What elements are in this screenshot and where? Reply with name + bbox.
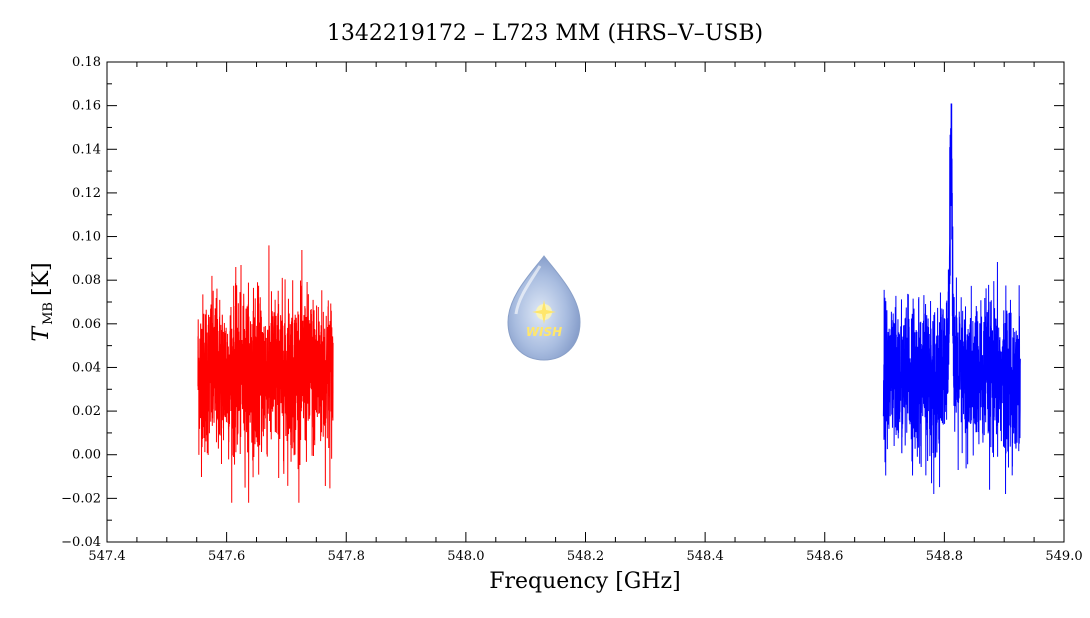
y-tick-label: 0.10 bbox=[72, 230, 101, 245]
y-tick-label: 0.02 bbox=[72, 404, 101, 419]
spectrum-series-2 bbox=[882, 103, 1021, 495]
y-axis-label-subscript: MB bbox=[41, 302, 56, 325]
wish-logo: WISH bbox=[507, 255, 581, 361]
y-tick-label: 0.14 bbox=[72, 142, 101, 157]
y-tick-label: 0.04 bbox=[72, 360, 101, 375]
wish-logo-text: WISH bbox=[526, 325, 562, 339]
y-tick-label: 0.12 bbox=[72, 186, 101, 201]
series-layer bbox=[197, 103, 1021, 503]
x-tick-label: 548.0 bbox=[447, 549, 484, 564]
x-tick-label: 548.6 bbox=[806, 549, 843, 564]
y-axis-label-symbol: T bbox=[29, 325, 54, 342]
x-tick-label: 547.6 bbox=[208, 549, 245, 564]
plot-frame bbox=[106, 61, 1065, 543]
ticks-layer: 547.4 547.6 547.8 548.0 548.2 548.4 548.6 548.8… bbox=[61, 55, 1082, 564]
x-tick-label: 548.4 bbox=[687, 549, 724, 564]
chart-title: 1342219172 – L723 MM (HRS–V–USB) bbox=[327, 21, 763, 46]
x-tick-label: 548.2 bbox=[567, 549, 604, 564]
y-tick-label: 0.08 bbox=[72, 273, 101, 288]
y-tick-label: 0.00 bbox=[72, 448, 101, 463]
svg-text:TMB[K]: TMB [K] bbox=[29, 262, 56, 341]
y-tick-label: −0.04 bbox=[61, 535, 101, 550]
x-axis-label: Frequency [GHz] bbox=[489, 569, 681, 594]
x-tick-label: 548.8 bbox=[926, 549, 963, 564]
y-axis-label: TMB [K] bbox=[29, 262, 56, 341]
plot-border bbox=[106, 61, 1065, 543]
y-tick-label: −0.02 bbox=[61, 491, 101, 506]
y-tick-label: 0.06 bbox=[72, 317, 101, 332]
y-tick-label: 0.16 bbox=[72, 99, 101, 114]
x-tick-label: 547.4 bbox=[88, 549, 125, 564]
y-axis-label-unit: [K] bbox=[29, 262, 54, 296]
x-tick-label: 547.8 bbox=[328, 549, 365, 564]
spectrum-series-1 bbox=[197, 245, 334, 503]
y-tick-label: 0.18 bbox=[72, 55, 101, 70]
x-tick-label: 549.0 bbox=[1045, 549, 1082, 564]
